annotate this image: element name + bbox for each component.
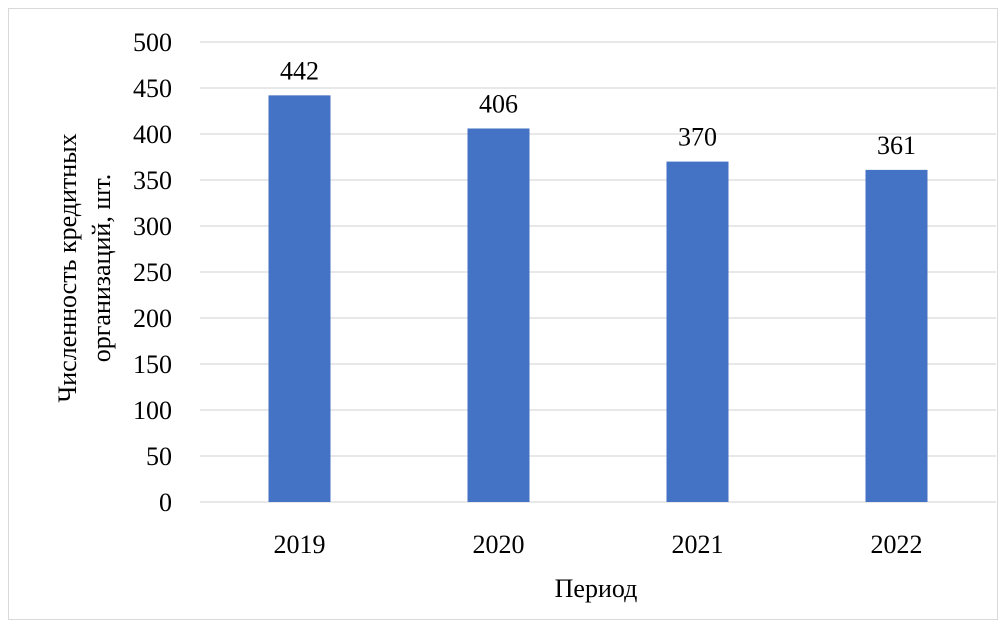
y-axis-title-line-1: Численность кредитных	[53, 133, 82, 402]
y-tick-label: 300	[133, 212, 172, 241]
y-axis-ticks: 0 50 100 150 200 250 300 350 400 450 500	[133, 28, 172, 517]
y-axis-title: Численность кредитных организаций, шт.	[53, 133, 116, 402]
data-labels: 442 406 370 361	[280, 56, 916, 160]
bar-value-label: 442	[280, 56, 319, 85]
y-tick-label: 50	[146, 442, 172, 471]
x-axis-ticks: 2019 2020 2021 2022	[274, 530, 923, 559]
y-tick-label: 350	[133, 166, 172, 195]
y-tick-label: 100	[133, 396, 172, 425]
y-tick-label: 250	[133, 258, 172, 287]
y-tick-label: 450	[133, 74, 172, 103]
x-axis-title: Период	[555, 574, 638, 603]
bar-value-label: 370	[678, 123, 717, 152]
y-tick-label: 200	[133, 304, 172, 333]
y-tick-label: 0	[159, 488, 172, 517]
bar	[865, 169, 928, 502]
bar	[467, 128, 530, 503]
x-tick-label: 2022	[871, 530, 923, 559]
bar	[666, 161, 729, 502]
bar-value-label: 361	[877, 131, 916, 160]
x-tick-label: 2019	[274, 530, 326, 559]
y-axis-title-line-2: организаций, шт.	[87, 174, 116, 363]
y-tick-label: 150	[133, 350, 172, 379]
bars	[268, 95, 928, 503]
gridlines	[200, 41, 996, 503]
x-tick-label: 2021	[672, 530, 724, 559]
bar	[268, 95, 331, 503]
x-tick-label: 2020	[473, 530, 525, 559]
bar-value-label: 406	[479, 89, 518, 118]
y-tick-label: 400	[133, 120, 172, 149]
y-tick-label: 500	[133, 28, 172, 57]
